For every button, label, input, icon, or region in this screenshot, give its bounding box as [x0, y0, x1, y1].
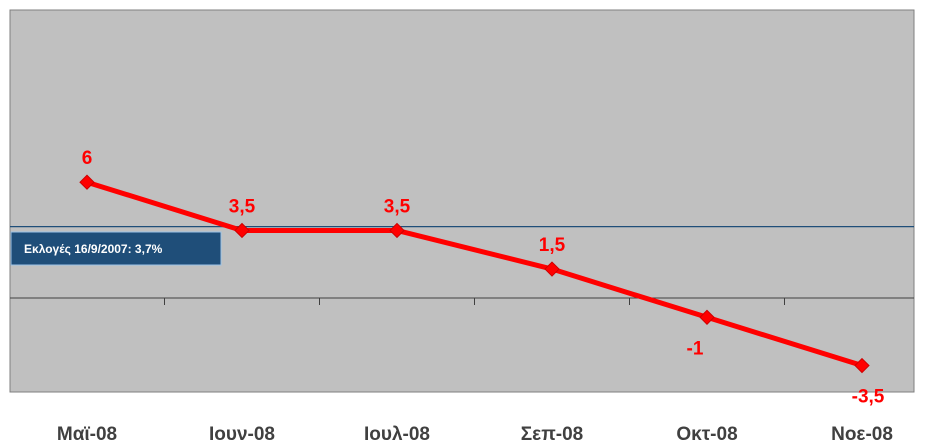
reference-label-box	[10, 231, 222, 266]
x-axis-label: Νοε-08	[831, 424, 893, 445]
data-point	[544, 261, 560, 277]
x-axis-label: Οκτ-08	[676, 424, 737, 445]
x-axis-label: Ιουν-08	[209, 424, 275, 445]
x-axis-label: Ιουλ-08	[364, 424, 430, 445]
data-labels: 6 3,5 3,5 1,5 -1 -3,5	[82, 148, 885, 407]
data-point	[79, 174, 95, 190]
axis-ticks	[164, 298, 785, 305]
x-axis-label: Μαϊ-08	[57, 424, 117, 445]
reference-label-text: Εκλογές 16/9/2007: 3,7%	[24, 242, 163, 256]
series-line	[86, 179, 863, 368]
data-point	[854, 357, 870, 374]
data-point	[389, 222, 405, 239]
data-label: 1,5	[539, 235, 566, 256]
data-label: 3,5	[384, 196, 411, 217]
x-axis-label: Σεπ-08	[521, 424, 583, 445]
data-label: -3,5	[852, 387, 885, 408]
plot-area	[9, 9, 915, 393]
series-markers	[79, 174, 870, 374]
data-label: 6	[82, 148, 93, 169]
x-axis-labels: Μαϊ-08 Ιουν-08 Ιουλ-08 Σεπ-08 Οκτ-08 Νοε-08	[57, 424, 893, 445]
data-label: 3,5	[229, 196, 256, 217]
data-point	[699, 309, 715, 326]
data-point	[234, 222, 250, 239]
data-label: -1	[687, 338, 704, 359]
reference-label: Εκλογές 16/9/2007: 3,7%	[10, 231, 222, 266]
